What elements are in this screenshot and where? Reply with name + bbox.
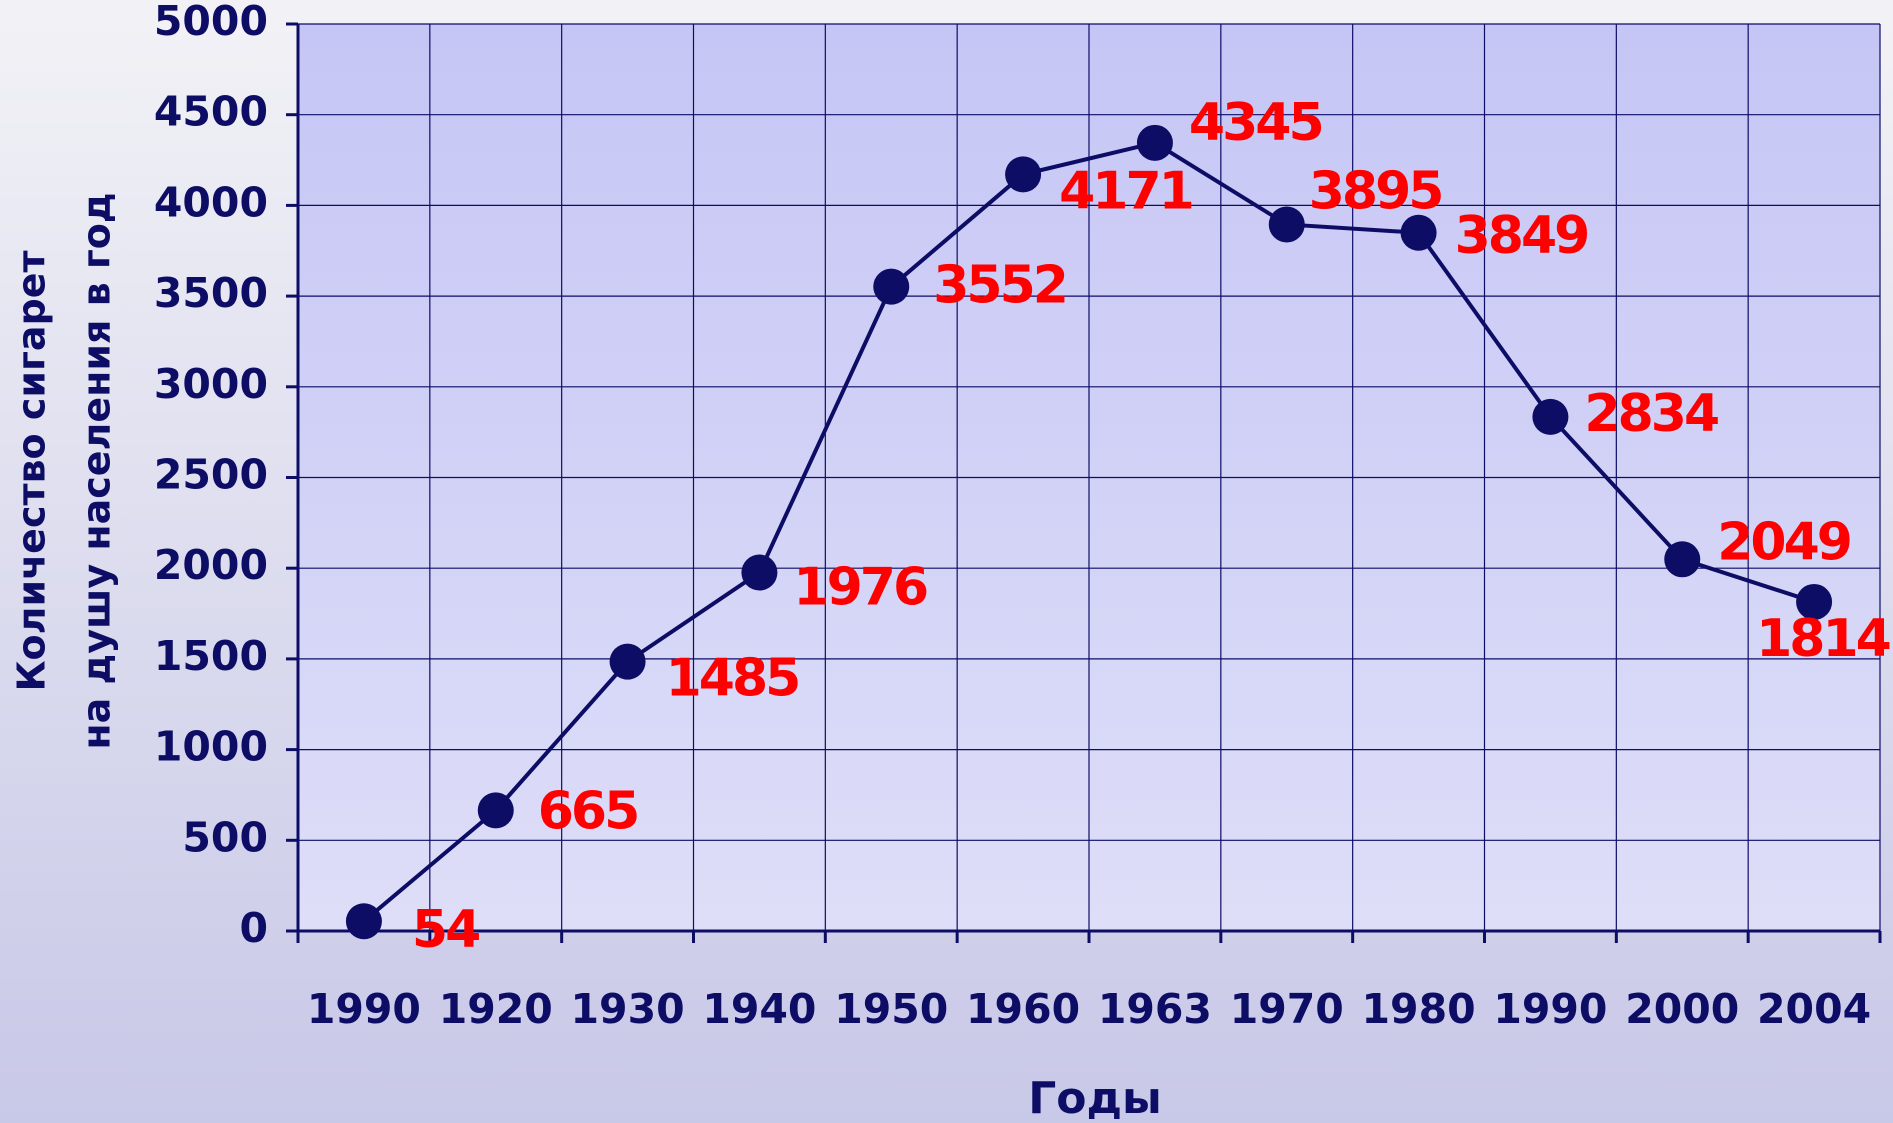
point xyxy=(1136,124,1173,161)
y-tick-label: 1000 xyxy=(154,723,268,771)
data-label: 3895 xyxy=(1309,161,1442,221)
y-tick-label: 2500 xyxy=(154,451,268,499)
x-tick-label: 1990 xyxy=(1493,985,1607,1033)
x-tick-label: 1920 xyxy=(439,985,553,1033)
point xyxy=(345,903,382,940)
y-tick-label: 4500 xyxy=(154,88,268,136)
point xyxy=(1796,583,1833,620)
point xyxy=(609,643,646,680)
x-tick-label: 2000 xyxy=(1625,985,1739,1033)
x-tick-label: 1990 xyxy=(307,985,421,1033)
y-tick-label: 5000 xyxy=(154,0,268,45)
point xyxy=(1400,214,1437,251)
x-tick-label: 1940 xyxy=(702,985,816,1033)
y-axis-title: Количество сигарет xyxy=(10,250,54,691)
data-label: 54 xyxy=(412,900,479,960)
x-tick-label: 1950 xyxy=(834,985,948,1033)
data-label: 3552 xyxy=(933,256,1066,316)
y-tick-label: 500 xyxy=(182,813,268,861)
y-tick-label: 3500 xyxy=(154,269,268,317)
data-label: 2049 xyxy=(1717,512,1850,572)
y-tick-label: 4000 xyxy=(154,178,268,226)
x-tick-label: 2004 xyxy=(1757,985,1871,1033)
point xyxy=(1664,541,1701,578)
point xyxy=(1005,156,1042,193)
y-tick-label: 0 xyxy=(239,904,268,952)
x-tick-label: 1970 xyxy=(1230,985,1344,1033)
data-label: 1485 xyxy=(666,649,799,709)
point xyxy=(1532,398,1569,435)
point xyxy=(741,554,778,591)
line xyxy=(362,140,1815,923)
y-tick-label: 1500 xyxy=(154,632,268,680)
y-tick-label: 3000 xyxy=(154,360,268,408)
y-tick-label: 2000 xyxy=(154,541,268,589)
x-tick-label: 1980 xyxy=(1362,985,1476,1033)
data-label: 3849 xyxy=(1455,206,1588,266)
point xyxy=(1268,206,1305,243)
data-label: 4171 xyxy=(1059,161,1192,221)
data-label: 4345 xyxy=(1189,93,1322,153)
x-tick-label: 1963 xyxy=(1098,985,1212,1033)
point xyxy=(873,268,910,305)
x-tick-label: 1960 xyxy=(966,985,1080,1033)
data-label: 665 xyxy=(538,781,638,841)
data-label: 1814 xyxy=(1756,609,1890,669)
point xyxy=(477,792,514,829)
data-label: 1976 xyxy=(793,558,927,618)
x-tick-label: 1930 xyxy=(571,985,685,1033)
y-axis-title: на душу населения в год xyxy=(75,192,119,749)
x-axis-title: Годы xyxy=(1028,1073,1162,1123)
data-label: 2834 xyxy=(1584,384,1718,444)
